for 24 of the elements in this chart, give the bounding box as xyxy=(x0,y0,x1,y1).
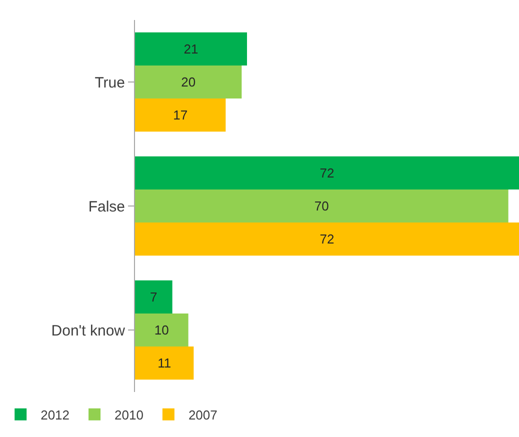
data-label: 7 xyxy=(150,289,158,304)
data-label: 17 xyxy=(173,108,188,123)
bar xyxy=(135,98,226,132)
bar xyxy=(135,346,194,380)
bar xyxy=(135,280,172,314)
data-label: 11 xyxy=(158,356,172,371)
y-tick-label: True xyxy=(94,74,125,92)
legend-label: 2007 xyxy=(188,407,218,422)
bar xyxy=(135,32,247,66)
legend-label: 2010 xyxy=(114,407,144,422)
y-tick-label: Don't know xyxy=(51,322,126,340)
bar xyxy=(135,189,508,223)
bar xyxy=(135,222,519,256)
bar xyxy=(135,156,519,190)
data-label: 70 xyxy=(314,198,329,214)
bar xyxy=(135,313,188,347)
data-label: 10 xyxy=(154,322,169,338)
legend-label: 2012 xyxy=(40,407,70,422)
y-tick-label: False xyxy=(88,198,125,216)
bar xyxy=(135,65,242,99)
data-label: 21 xyxy=(184,41,198,56)
data-label: 72 xyxy=(320,232,334,247)
data-label: 72 xyxy=(320,165,334,180)
data-label: 20 xyxy=(181,74,196,90)
